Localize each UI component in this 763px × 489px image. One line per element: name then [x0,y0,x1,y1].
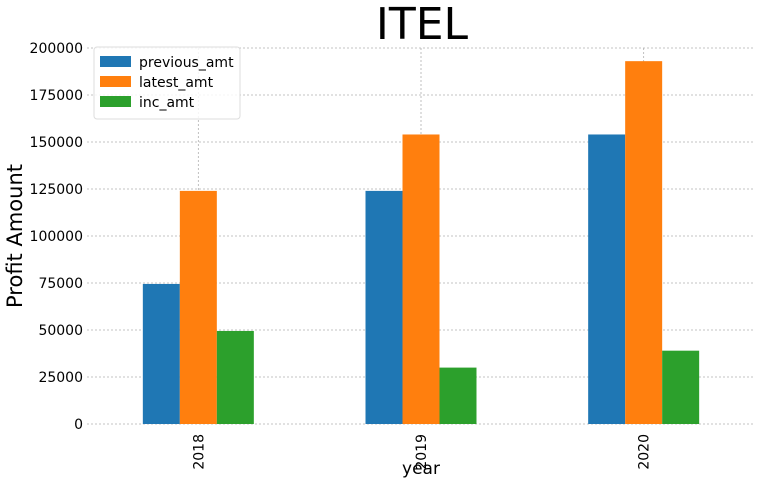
x-tick-label: 2019 [414,434,430,470]
bar-inc_amt-2019 [439,367,477,424]
y-tick-label: 175000 [30,88,83,104]
y-tick-label: 50000 [38,323,83,339]
bar-latest_amt-2020 [625,61,663,424]
x-tick-label: 2018 [191,434,207,470]
bar-inc_amt-2020 [662,350,700,424]
x-axis: 2018 2019 2020 [191,434,652,470]
x-tick-label: 2020 [637,434,653,470]
legend-label: previous_amt [139,55,234,71]
chart-title: ITEL [376,0,469,50]
y-tick-label: 75000 [38,276,83,292]
y-axis: 0 25000 50000 75000 100000 125000 150000 175000… [30,41,83,433]
bar-latest_amt-2018 [179,190,217,424]
legend-label: inc_amt [139,95,195,111]
legend: previous_amt latest_amt inc_amt [93,46,241,120]
y-tick-label: 100000 [30,229,83,245]
bar-previous_amt-2018 [142,283,180,424]
y-tick-label: 125000 [30,182,83,198]
y-tick-label: 25000 [38,370,83,386]
bar-latest_amt-2019 [402,134,440,425]
legend-swatch [100,76,131,87]
legend-swatch [100,56,131,67]
x-axis-label: year [402,459,440,479]
y-tick-label: 0 [74,417,83,433]
bar-previous_amt-2020 [588,134,626,425]
y-axis-label: Profit Amount [3,164,27,308]
bar-previous_amt-2019 [365,190,403,424]
bar-inc_amt-2018 [216,330,254,424]
bars [142,61,700,425]
legend-label: latest_amt [139,75,214,91]
legend-swatch [100,96,131,107]
y-tick-label: 150000 [30,135,83,151]
y-tick-label: 200000 [30,41,83,57]
